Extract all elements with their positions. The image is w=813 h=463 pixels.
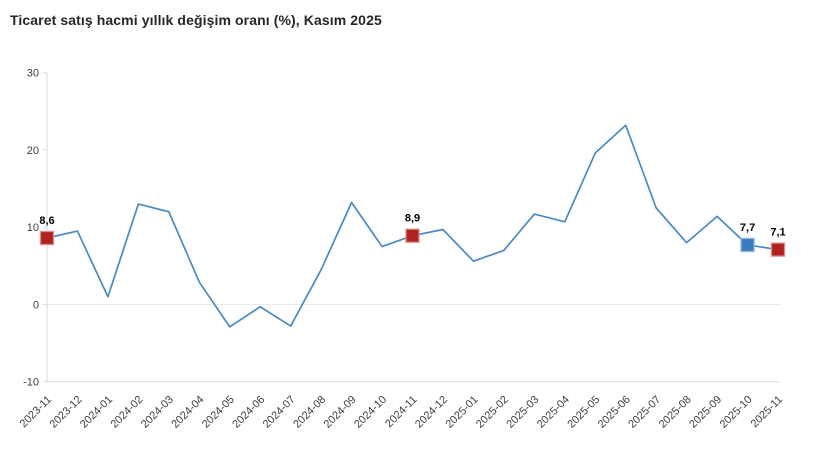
- marker-2025-10: [740, 237, 755, 253]
- x-tick-label: 2025-03: [504, 394, 541, 431]
- chart-title: Ticaret satış hacmi yıllık değişim oranı…: [10, 12, 382, 28]
- x-tick-label: 2025-04: [535, 394, 572, 431]
- data-label-2025-10: 7,7: [740, 222, 755, 234]
- series-line: [46, 124, 779, 328]
- x-tick-label: 2025-05: [565, 394, 602, 431]
- x-tick-label: 2024-03: [139, 394, 176, 431]
- marker-2024-11: [405, 228, 420, 243]
- data-label-2025-11: 7,1: [770, 227, 785, 239]
- x-tick-label: 2025-08: [657, 394, 694, 431]
- x-tick-label: 2024-01: [78, 394, 115, 431]
- marker-2023-11: [39, 230, 55, 246]
- x-tick-label: 2025-09: [687, 394, 724, 431]
- data-label-2023-11: 8,6: [39, 215, 54, 227]
- x-tick-label: 2024-09: [322, 394, 359, 431]
- x-tick-label: 2024-02: [108, 394, 145, 431]
- x-tick-label: 2025-02: [474, 394, 511, 431]
- data-label-2024-11: 8,9: [405, 213, 420, 225]
- x-tick-label: 2025-06: [596, 394, 633, 431]
- x-tick-label: 2025-11: [749, 394, 785, 430]
- x-tick-label: 2024-05: [200, 394, 237, 431]
- y-tick-label: 30: [27, 68, 39, 80]
- marker-2025-11: [770, 242, 786, 257]
- x-tick-label: 2024-04: [169, 394, 206, 431]
- y-tick-label: 20: [27, 145, 39, 157]
- x-tick-label: 2025-07: [626, 394, 663, 431]
- x-tick-label: 2024-07: [261, 394, 298, 431]
- y-tick-label: 10: [27, 222, 39, 234]
- x-tick-label: 2024-08: [291, 394, 328, 431]
- y-tick-label: 0: [33, 299, 39, 311]
- x-tick-label: 2025-01: [444, 394, 481, 431]
- x-tick-label: 2024-12: [413, 394, 450, 431]
- x-tick-label: 2024-06: [230, 394, 267, 431]
- x-tick-label: 2025-10: [718, 394, 755, 431]
- x-tick-label: 2024-10: [352, 394, 389, 431]
- y-tick-label: -10: [23, 377, 39, 389]
- x-tick-label: 2023-12: [48, 394, 85, 431]
